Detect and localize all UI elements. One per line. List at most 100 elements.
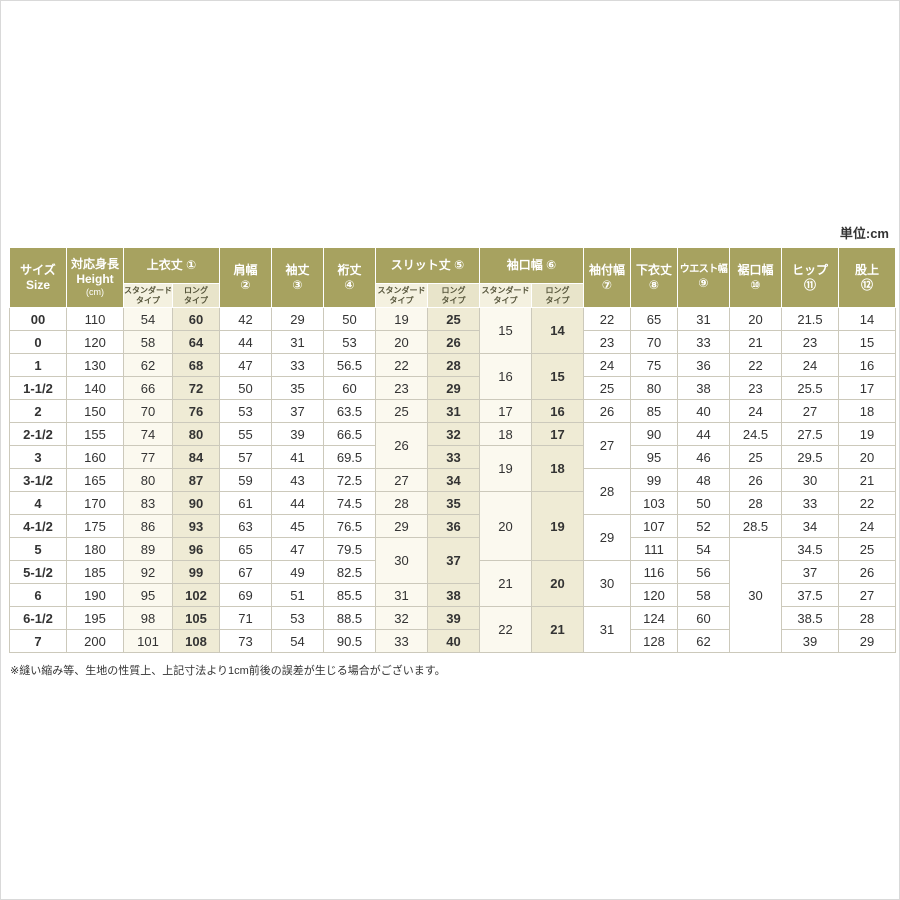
cell: 62 — [123, 353, 173, 377]
size-row-5: 5 180 89 96 65 47 79.5 30 37 111 54 30 34.5 25 — [9, 537, 896, 653]
col-header-yuki-length: 裄丈 ④ — [323, 247, 376, 308]
cell: 38.5 — [781, 606, 839, 630]
cell: 95 — [630, 445, 678, 469]
cell: 21 — [479, 560, 532, 607]
cell: 18 — [531, 445, 584, 492]
cell: 101 — [123, 629, 173, 653]
cell: 61 — [219, 491, 272, 515]
cell: 15 — [838, 330, 896, 354]
cell: 130 — [66, 353, 124, 377]
cell: 34 — [781, 514, 839, 538]
cell: 28.5 — [729, 514, 782, 538]
cell: 37 — [271, 399, 324, 423]
cell: 3 — [9, 445, 67, 469]
cell: 50 — [219, 376, 272, 400]
cell: 18 — [479, 422, 532, 446]
cell: 98 — [123, 606, 173, 630]
cell: 23 — [583, 330, 631, 354]
cell: 24 — [838, 514, 896, 538]
cell: 51 — [271, 583, 324, 607]
cell: 60 — [323, 376, 376, 400]
cell: 54 — [677, 537, 730, 561]
cell: 72.5 — [323, 468, 376, 492]
col-subheader-slit-length-long: ロング タイプ — [427, 283, 480, 308]
cell: 33 — [375, 629, 428, 653]
cell: 30 — [583, 560, 631, 607]
cell: 75 — [630, 353, 678, 377]
cell: 160 — [66, 445, 124, 469]
cell: 43 — [271, 468, 324, 492]
cell: 5-1/2 — [9, 560, 67, 584]
col-header-shoulder-width: 肩幅 ② — [219, 247, 272, 308]
cell: 39 — [271, 422, 324, 446]
cell: 195 — [66, 606, 124, 630]
cell: 22 — [729, 353, 782, 377]
cell: 70 — [630, 330, 678, 354]
cell: 49 — [271, 560, 324, 584]
cell: 36 — [677, 353, 730, 377]
col-subheader-jacket-length-long: ロング タイプ — [172, 283, 220, 308]
cell: 42 — [219, 307, 272, 331]
cell: 108 — [172, 629, 220, 653]
cell: 6 — [9, 583, 67, 607]
cell: 33 — [677, 330, 730, 354]
cell: 56 — [677, 560, 730, 584]
cell: 33 — [781, 491, 839, 515]
cell: 105 — [172, 606, 220, 630]
cell: 38 — [427, 583, 480, 607]
cell: 23 — [729, 376, 782, 400]
cell: 17 — [479, 399, 532, 423]
cell: 28 — [375, 491, 428, 515]
cell: 29 — [838, 629, 896, 653]
col-header-sleeve-length: 袖丈 ③ — [271, 247, 324, 308]
cell: 4 — [9, 491, 67, 515]
cell: 74.5 — [323, 491, 376, 515]
cell: 21 — [729, 330, 782, 354]
table-body: 00 110 54 60 42 29 50 19 25 15 14 22 65 31 20 21.5 14 0 12… — [9, 307, 896, 653]
cell: 2 — [9, 399, 67, 423]
cell: 25 — [583, 376, 631, 400]
header-row-main: サイズ Size 対応身長 Height (cm) 上衣丈 ① 肩幅 ② 袖丈 ③ 裄丈 ④ スリット丈… — [9, 247, 896, 308]
size-row-0: 0 120 58 64 44 31 53 20 26 23 70 33 21 23 15 — [9, 330, 896, 354]
cell: 28 — [427, 353, 480, 377]
cell: 29 — [375, 514, 428, 538]
cell: 3-1/2 — [9, 468, 67, 492]
cell: 76.5 — [323, 514, 376, 538]
cell: 7 — [9, 629, 67, 653]
cell: 99 — [630, 468, 678, 492]
cell: 84 — [172, 445, 220, 469]
cell: 74 — [123, 422, 173, 446]
cell: 80 — [630, 376, 678, 400]
cell: 70 — [123, 399, 173, 423]
cell: 99 — [172, 560, 220, 584]
cell: 19 — [375, 307, 428, 331]
cell: 93 — [172, 514, 220, 538]
cell: 35 — [427, 491, 480, 515]
cell: 80 — [172, 422, 220, 446]
cell: 0 — [9, 330, 67, 354]
cell: 40 — [677, 399, 730, 423]
cell: 90.5 — [323, 629, 376, 653]
cell: 155 — [66, 422, 124, 446]
cell: 25 — [375, 399, 428, 423]
cell: 103 — [630, 491, 678, 515]
cell: 17 — [531, 422, 584, 446]
cell: 14 — [838, 307, 896, 331]
cell: 80 — [123, 468, 173, 492]
size-row-00: 00 110 54 60 42 29 50 19 25 15 14 22 65 31 20 21.5 14 — [9, 307, 896, 354]
cell: 64 — [172, 330, 220, 354]
cell: 44 — [271, 491, 324, 515]
cell: 16 — [838, 353, 896, 377]
cell: 23 — [781, 330, 839, 354]
cell: 32 — [375, 606, 428, 630]
cell: 14 — [531, 307, 584, 354]
cell: 21 — [838, 468, 896, 492]
cell: 88.5 — [323, 606, 376, 630]
cell: 27 — [583, 422, 631, 469]
cell: 21 — [531, 606, 584, 653]
cell: 55 — [219, 422, 272, 446]
cell: 53 — [219, 399, 272, 423]
size-row-7: 7 200 101 108 73 54 90.5 33 40 128 62 39 29 — [9, 629, 896, 653]
size-row-3-1/2: 3-1/2 165 80 87 59 43 72.5 27 34 28 99 48 26 30 21 — [9, 468, 896, 515]
cell: 25 — [838, 537, 896, 561]
